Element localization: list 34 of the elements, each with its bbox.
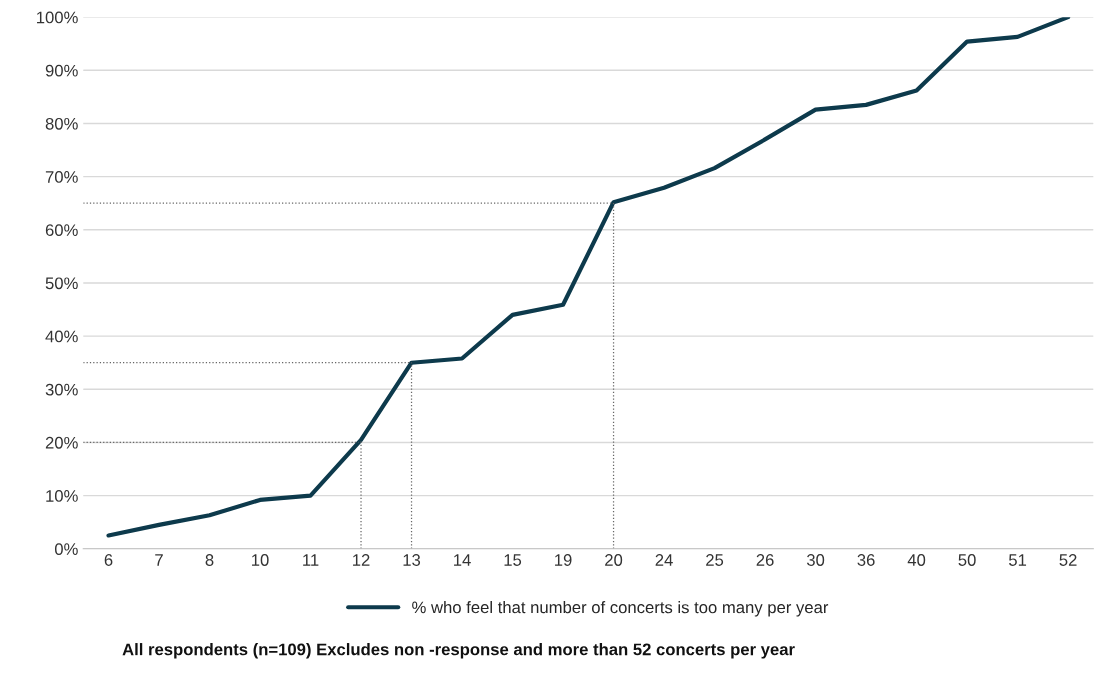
x-tick-label: 7 [155,554,163,566]
x-tick-label: 11 [303,554,319,566]
x-tick-label: 6 [104,554,113,566]
x-tick-label: 15 [504,554,522,566]
y-tick-label: 60% [45,224,78,237]
x-tick-label: 8 [205,554,214,566]
y-tick-label: 50% [45,277,78,290]
legend-label: % who feel that number of concerts is too many per year [412,601,829,617]
x-tick-label: 13 [403,554,421,566]
x-tick-label: 14 [454,554,471,566]
x-tick-label: 40 [907,554,926,566]
x-tick-label: 36 [857,554,875,566]
y-tick-label: 20% [45,436,78,449]
x-tick-label: 51 [1008,554,1027,566]
y-tick-label: 10% [46,490,78,502]
y-tick-label: 90% [45,64,78,77]
x-tick-label: 24 [655,554,673,566]
y-tick-label: 80% [45,117,78,130]
y-tick-label: 70% [45,171,78,183]
x-tick-label: 50 [958,554,976,566]
line-series [106,17,1071,538]
x-tick-label: 25 [706,554,724,566]
x-tick-label: 20 [605,554,623,566]
y-tick-label: 100% [37,11,78,24]
x-tick-label: 52 [1059,554,1077,566]
x-tick-label: 12 [353,554,370,566]
x-tick-label: 10 [252,554,269,566]
x-tick-label: 26 [756,554,774,566]
x-tick-label: 19 [555,554,572,566]
y-tick-label: 0% [54,543,78,555]
y-tick-label: 40% [45,330,78,343]
x-tick-label: 30 [806,554,825,566]
text: All respondents (n=109) Excludes non -response and more than 52 concerts per year [122,643,795,659]
y-tick-label: 30% [45,383,78,396]
